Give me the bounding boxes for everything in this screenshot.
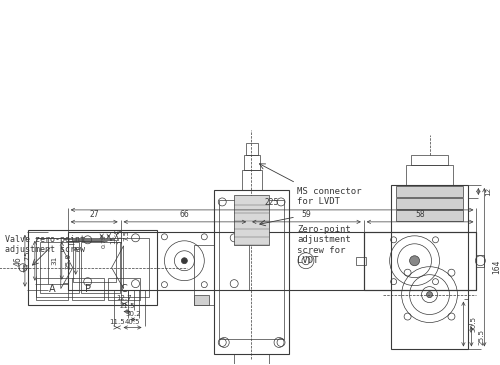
Bar [410, 155, 449, 165]
Text: 164: 164 [492, 260, 500, 274]
Bar [48, 238, 68, 284]
Text: 46: 46 [14, 256, 22, 266]
Bar [40, 242, 78, 293]
Bar [406, 165, 454, 185]
Bar [396, 186, 464, 197]
Bar [364, 232, 476, 290]
Bar [72, 278, 104, 300]
Text: 12.7: 12.7 [116, 295, 132, 301]
Text: 7.5: 7.5 [124, 230, 130, 241]
Text: MS connector
for LVDT: MS connector for LVDT [297, 187, 362, 206]
Circle shape [182, 258, 188, 264]
Bar [28, 230, 158, 304]
Text: P: P [84, 284, 90, 293]
Text: 21.5: 21.5 [120, 303, 135, 309]
Text: 25.9: 25.9 [66, 253, 72, 269]
Bar [356, 257, 366, 265]
Bar [194, 245, 214, 304]
Text: 31: 31 [52, 256, 58, 265]
Circle shape [410, 256, 420, 266]
Bar [36, 238, 150, 297]
Bar [68, 232, 476, 290]
Bar [390, 185, 468, 349]
Text: 0.75: 0.75 [101, 234, 106, 248]
Bar [219, 200, 284, 339]
Bar [396, 198, 464, 209]
Text: 58: 58 [415, 210, 425, 219]
Text: 15.1: 15.1 [110, 228, 116, 244]
Bar [242, 170, 262, 190]
Bar [73, 240, 116, 282]
Text: 225: 225 [265, 199, 280, 207]
Text: 30.2: 30.2 [125, 311, 141, 317]
Bar [396, 210, 464, 221]
Text: 25.5: 25.5 [478, 328, 484, 345]
Text: 12: 12 [486, 187, 492, 196]
Text: 27: 27 [90, 210, 99, 219]
Bar [36, 278, 68, 300]
Bar [214, 190, 289, 354]
Text: 15.5: 15.5 [118, 228, 124, 244]
Bar [476, 255, 484, 267]
Text: C: C [120, 284, 127, 293]
Text: A: A [48, 284, 55, 293]
Bar [234, 195, 269, 245]
Bar [246, 143, 258, 155]
Bar [108, 278, 140, 300]
Bar [194, 295, 210, 304]
Text: 40.5: 40.5 [125, 319, 140, 325]
Text: Zero-point
adjustment
screw for
LVDT: Zero-point adjustment screw for LVDT [297, 225, 350, 265]
Text: 31.75: 31.75 [24, 250, 30, 271]
Text: 66: 66 [180, 210, 190, 219]
Circle shape [426, 292, 432, 297]
Bar [80, 242, 120, 293]
Text: 50.5: 50.5 [470, 316, 476, 332]
Text: 59: 59 [302, 210, 312, 219]
Bar [244, 155, 260, 170]
Text: Valve zero-point
adjustment screw: Valve zero-point adjustment screw [5, 235, 85, 254]
Bar [234, 354, 269, 365]
Text: 11.5: 11.5 [110, 319, 125, 325]
